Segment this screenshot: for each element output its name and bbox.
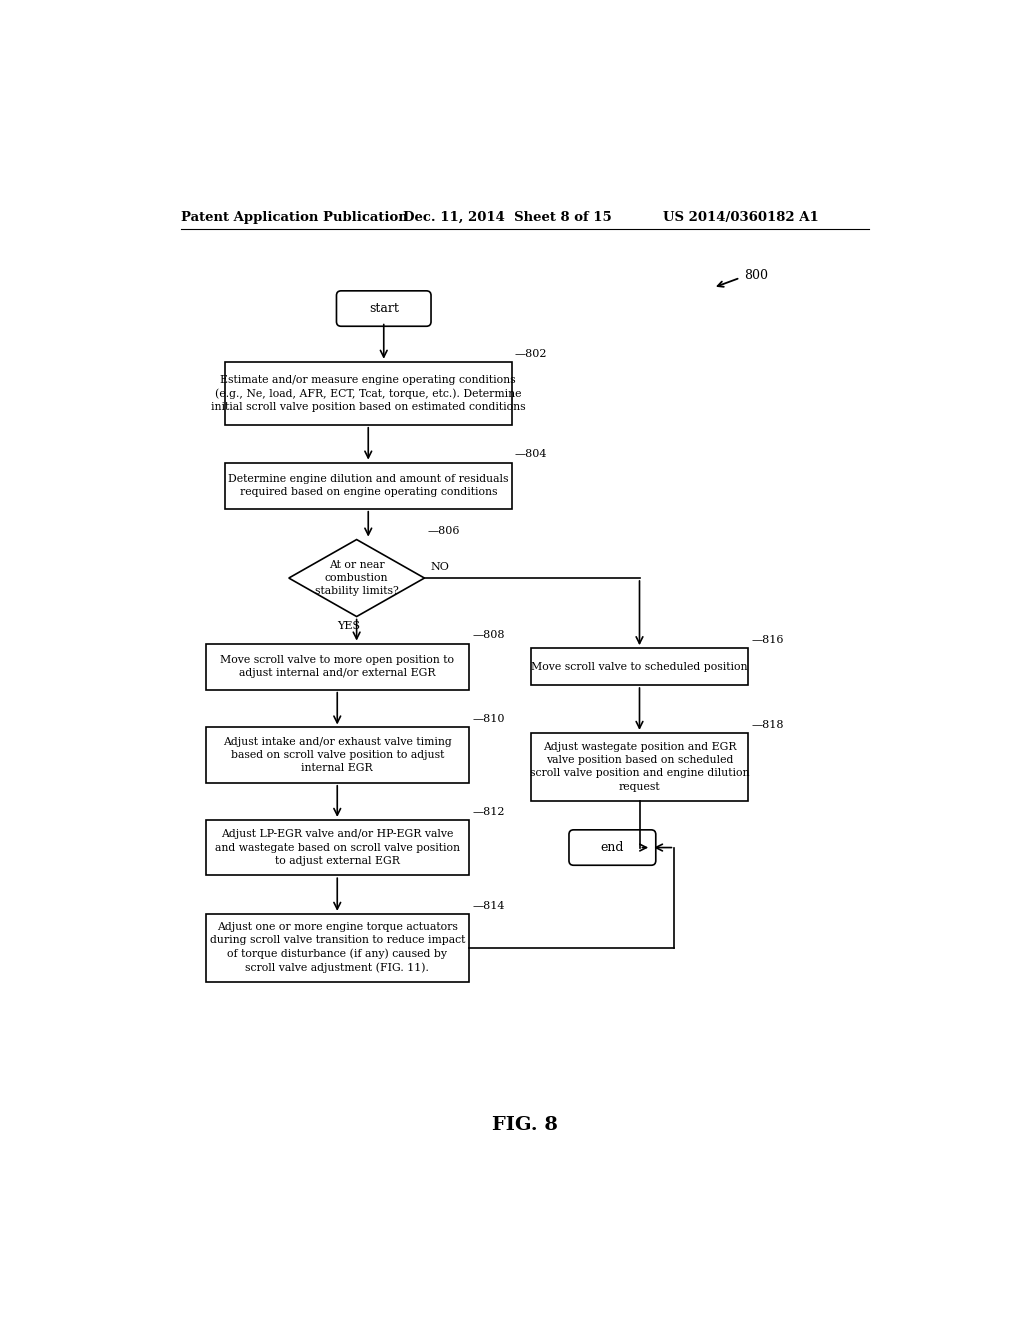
Text: Move scroll valve to more open position to
adjust internal and/or external EGR: Move scroll valve to more open position … — [220, 655, 455, 678]
Text: —814: —814 — [472, 900, 505, 911]
Text: FIG. 8: FIG. 8 — [492, 1115, 558, 1134]
Text: —804: —804 — [515, 450, 547, 459]
Text: —802: —802 — [515, 348, 547, 359]
Polygon shape — [289, 540, 424, 616]
Text: NO: NO — [431, 562, 450, 573]
Text: Adjust one or more engine torque actuators
during scroll valve transition to red: Adjust one or more engine torque actuato… — [210, 923, 465, 973]
Bar — [225, 362, 512, 425]
Text: Estimate and/or measure engine operating conditions
(e.g., Ne, load, AFR, ECT, T: Estimate and/or measure engine operating… — [211, 375, 525, 412]
Text: At or near
combustion
stability limits?: At or near combustion stability limits? — [314, 560, 398, 597]
Bar — [206, 644, 469, 689]
Text: —812: —812 — [472, 807, 505, 817]
Text: US 2014/0360182 A1: US 2014/0360182 A1 — [663, 211, 818, 224]
Bar — [531, 648, 748, 685]
Text: —818: —818 — [751, 719, 783, 730]
Text: —816: —816 — [751, 635, 783, 645]
Bar — [206, 913, 469, 982]
Text: —806: —806 — [428, 527, 460, 536]
Text: start: start — [369, 302, 398, 315]
Text: —810: —810 — [472, 714, 505, 725]
Bar — [206, 820, 469, 875]
Text: YES: YES — [337, 620, 360, 631]
Bar — [225, 462, 512, 508]
Text: Patent Application Publication: Patent Application Publication — [180, 211, 408, 224]
Text: Adjust wastegate position and EGR
valve position based on scheduled
scroll valve: Adjust wastegate position and EGR valve … — [529, 742, 750, 792]
Text: Adjust intake and/or exhaust valve timing
based on scroll valve position to adju: Adjust intake and/or exhaust valve timin… — [223, 737, 452, 774]
Text: Adjust LP-EGR valve and/or HP-EGR valve
and wastegate based on scroll valve posi: Adjust LP-EGR valve and/or HP-EGR valve … — [215, 829, 460, 866]
Bar — [531, 733, 748, 800]
Text: —808: —808 — [472, 631, 505, 640]
Text: 800: 800 — [744, 269, 768, 282]
FancyBboxPatch shape — [337, 290, 431, 326]
Text: Move scroll valve to scheduled position: Move scroll valve to scheduled position — [531, 661, 748, 672]
Text: Determine engine dilution and amount of residuals
required based on engine opera: Determine engine dilution and amount of … — [228, 474, 509, 498]
FancyBboxPatch shape — [569, 830, 655, 866]
Text: end: end — [601, 841, 624, 854]
Text: Dec. 11, 2014  Sheet 8 of 15: Dec. 11, 2014 Sheet 8 of 15 — [403, 211, 612, 224]
Bar — [206, 727, 469, 783]
